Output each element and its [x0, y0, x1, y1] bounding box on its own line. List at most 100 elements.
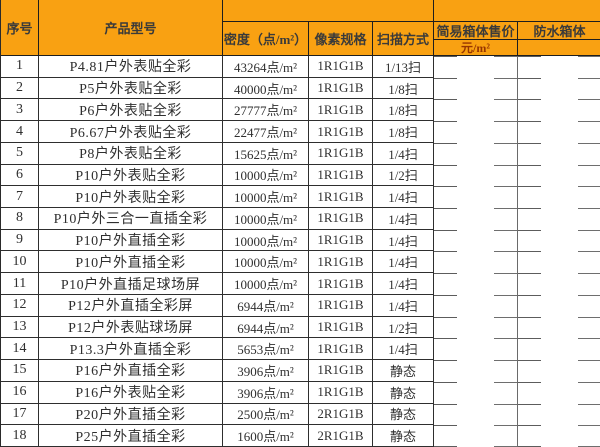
- cell-model: P10户外直插全彩: [39, 251, 223, 274]
- cell-scan: 1/13扫: [373, 56, 434, 78]
- price-cell: [518, 229, 600, 252]
- cell-no: 6: [1, 164, 39, 187]
- price-cell: [518, 294, 600, 317]
- cell-no: 15: [1, 360, 39, 382]
- header-pixel-spec: 像素规格: [309, 22, 373, 56]
- cell-no: 17: [1, 403, 39, 426]
- price-cell: [518, 208, 600, 230]
- price-cell: [434, 381, 518, 404]
- cell-scan: 1/4扫: [373, 186, 434, 209]
- cell-pixel: 1R1G1B: [309, 316, 373, 339]
- cell-pixel: 1R1G1B: [309, 56, 373, 78]
- cell-pixel: 1R1G1B: [309, 360, 373, 382]
- cell-scan: 静态: [373, 425, 434, 447]
- cell-pixel: 1R1G1B: [309, 164, 373, 187]
- cell-pixel: 2R1G1B: [309, 403, 373, 426]
- cell-model: P10户外表贴全彩: [39, 186, 223, 209]
- price-cell: [518, 251, 600, 274]
- cell-density: 5653点/m²: [223, 338, 309, 361]
- header-simple-cabinet-price: 简易箱体售价: [434, 22, 518, 40]
- cell-model: P4.81户外表贴全彩: [39, 56, 223, 78]
- cell-no: 5: [1, 142, 39, 165]
- cell-no: 4: [1, 121, 39, 143]
- price-cell: [434, 316, 518, 339]
- price-cell: [434, 273, 518, 295]
- cell-pixel: 1R1G1B: [309, 294, 373, 317]
- header-density: 密度（点/m²）: [223, 22, 309, 56]
- cell-pixel: 1R1G1B: [309, 251, 373, 274]
- cell-model: P5户外表贴全彩: [39, 77, 223, 100]
- price-cell: [434, 425, 518, 447]
- cell-no: 13: [1, 316, 39, 339]
- cell-no: 12: [1, 294, 39, 317]
- cell-model: P10户外直插全彩: [39, 229, 223, 252]
- header-price-unit: 元/m²: [434, 40, 518, 56]
- cell-model: P8户外表贴全彩: [39, 142, 223, 165]
- cell-scan: 静态: [373, 381, 434, 404]
- cell-density: 10000点/m²: [223, 251, 309, 274]
- cell-pixel: 1R1G1B: [309, 273, 373, 295]
- cell-pixel: 1R1G1B: [309, 99, 373, 122]
- header-index: 序号: [1, 0, 39, 56]
- price-cell: [518, 360, 600, 382]
- header-price-empty-band: [434, 0, 600, 22]
- cell-no: 18: [1, 425, 39, 447]
- header-empty-band: [223, 0, 434, 22]
- cell-no: 2: [1, 77, 39, 100]
- cell-density: 3906点/m²: [223, 360, 309, 382]
- cell-density: 10000点/m²: [223, 229, 309, 252]
- cell-no: 10: [1, 251, 39, 274]
- price-cell: [434, 338, 518, 361]
- price-cell: [518, 273, 600, 295]
- price-cell: [518, 403, 600, 426]
- cell-no: 9: [1, 229, 39, 252]
- cell-scan: 1/4扫: [373, 208, 434, 230]
- price-cell: [434, 403, 518, 426]
- cell-pixel: 2R1G1B: [309, 425, 373, 447]
- cell-model: P12户外直插全彩屏: [39, 294, 223, 317]
- cell-scan: 1/8扫: [373, 77, 434, 100]
- cell-density: 3906点/m²: [223, 381, 309, 404]
- cell-scan: 1/8扫: [373, 121, 434, 143]
- cell-no: 1: [1, 56, 39, 78]
- header-waterproof-empty-sub: [518, 40, 600, 56]
- cell-density: 27777点/m²: [223, 99, 309, 122]
- cell-scan: 1/4扫: [373, 273, 434, 295]
- cell-density: 6944点/m²: [223, 294, 309, 317]
- cell-pixel: 1R1G1B: [309, 338, 373, 361]
- price-cell: [518, 425, 600, 447]
- price-cell: [518, 338, 600, 361]
- cell-model: P6户外表贴全彩: [39, 99, 223, 122]
- cell-model: P13.3户外直插全彩: [39, 338, 223, 361]
- cell-density: 10000点/m²: [223, 208, 309, 230]
- cell-model: P10户外直插足球场屏: [39, 273, 223, 295]
- cell-density: 10000点/m²: [223, 273, 309, 295]
- header-waterproof-cabinet: 防水箱体: [518, 22, 600, 40]
- cell-no: 3: [1, 99, 39, 122]
- cell-density: 40000点/m²: [223, 77, 309, 100]
- cell-scan: 1/4扫: [373, 338, 434, 361]
- price-cell: [434, 77, 518, 100]
- header-product-model: 产品型号: [39, 0, 223, 56]
- cell-pixel: 1R1G1B: [309, 121, 373, 143]
- price-cell: [434, 164, 518, 187]
- price-cell: [518, 121, 600, 143]
- cell-density: 6944点/m²: [223, 316, 309, 339]
- cell-model: P16户外直插全彩: [39, 360, 223, 382]
- cell-model: P10户外三合一直插全彩: [39, 208, 223, 230]
- cell-model: P25户外直插全彩: [39, 425, 223, 447]
- price-cell: [434, 251, 518, 274]
- cell-density: 10000点/m²: [223, 164, 309, 187]
- cell-no: 8: [1, 208, 39, 230]
- price-cell: [434, 360, 518, 382]
- price-cell: [434, 208, 518, 230]
- price-cell: [518, 381, 600, 404]
- cell-scan: 静态: [373, 360, 434, 382]
- cell-model: P12户外表贴球场屏: [39, 316, 223, 339]
- price-cell: [518, 164, 600, 187]
- price-cell: [434, 56, 518, 78]
- header-scan-mode: 扫描方式: [373, 22, 434, 56]
- price-cell: [518, 77, 600, 100]
- cell-scan: 1/2扫: [373, 316, 434, 339]
